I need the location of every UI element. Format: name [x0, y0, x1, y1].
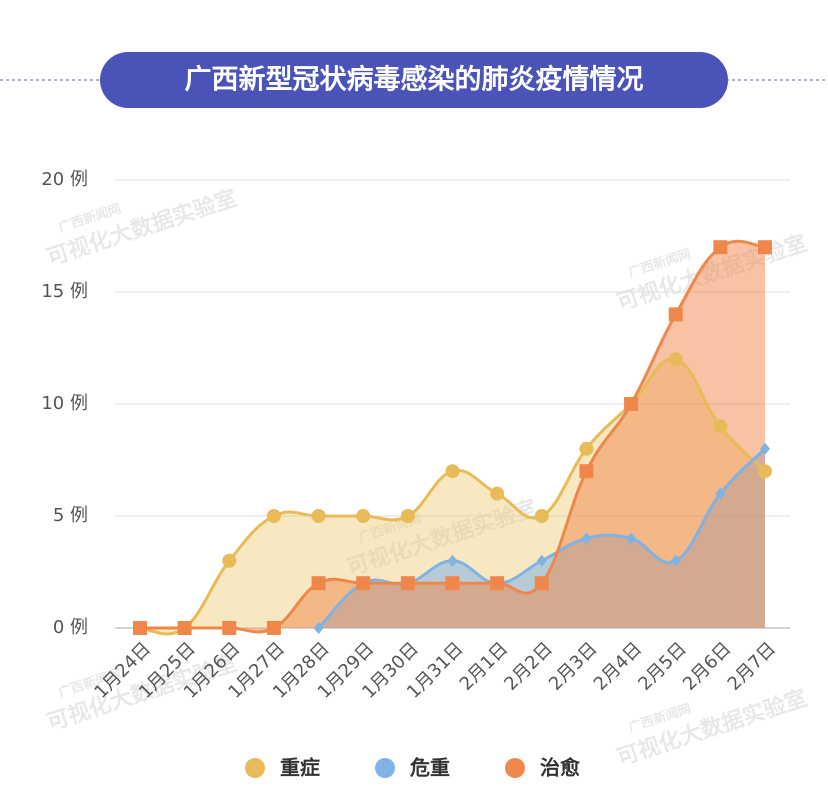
point	[760, 442, 770, 455]
point	[445, 576, 460, 591]
title-banner	[100, 52, 728, 108]
point	[222, 553, 237, 568]
point	[400, 509, 415, 523]
point	[534, 509, 549, 523]
point	[400, 576, 415, 591]
point	[579, 441, 594, 456]
legend-label: 重症	[280, 756, 320, 780]
x-tick-label: 2月4日	[590, 638, 647, 695]
point	[668, 352, 683, 367]
y-tick-label: 20 例	[41, 169, 88, 190]
legend-swatch	[375, 758, 395, 778]
y-tick-label: 5 例	[53, 505, 88, 526]
point	[311, 509, 326, 523]
point	[177, 621, 192, 635]
x-tick-label: 2月2日	[500, 638, 557, 695]
legend-swatch	[505, 758, 525, 778]
x-tick-label: 2月5日	[634, 638, 691, 695]
point	[311, 576, 326, 591]
point	[579, 464, 594, 479]
point	[447, 554, 458, 567]
line	[140, 239, 766, 634]
point	[445, 464, 460, 479]
point	[758, 240, 772, 255]
point	[356, 576, 371, 591]
point	[313, 622, 324, 634]
point	[581, 532, 592, 545]
y-tick-label: 10 例	[41, 393, 88, 414]
y-tick-label: 15 例	[41, 281, 88, 302]
x-tick-label: 2月6日	[679, 638, 736, 695]
x-tick-label: 2月3日	[545, 638, 602, 695]
point	[624, 397, 639, 411]
point	[534, 576, 549, 591]
point	[758, 464, 772, 479]
point	[713, 419, 728, 434]
point	[626, 532, 637, 545]
legend-label: 危重	[410, 756, 450, 780]
legend-label: 治愈	[540, 756, 581, 780]
point	[536, 554, 547, 567]
point	[490, 486, 505, 501]
point	[490, 576, 505, 591]
point	[668, 307, 683, 322]
point	[356, 509, 371, 523]
point	[713, 240, 728, 255]
point	[670, 554, 681, 567]
point	[133, 621, 147, 635]
y-tick-label: 0 例	[53, 617, 88, 638]
x-tick-label: 2月7日	[724, 638, 781, 695]
legend-swatch	[245, 758, 265, 778]
point	[266, 509, 281, 523]
x-tick-label: 2月1日	[456, 638, 513, 695]
chart-title: 广西新型冠状病毒感染的肺炎疫情情况	[185, 64, 644, 96]
point	[266, 621, 281, 635]
point	[715, 487, 726, 500]
point	[222, 621, 237, 635]
